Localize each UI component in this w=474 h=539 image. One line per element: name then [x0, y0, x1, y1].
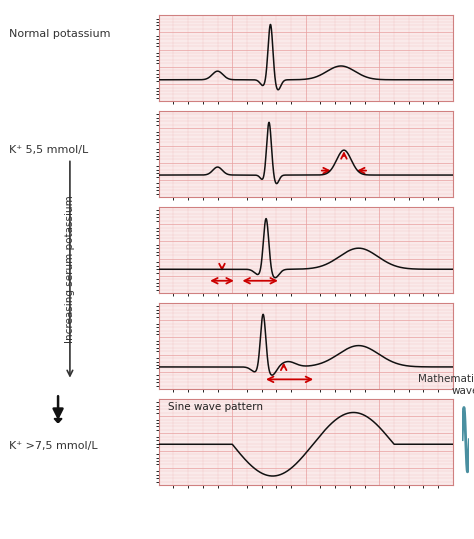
- Text: K⁺ >7,5 mmol/L: K⁺ >7,5 mmol/L: [9, 441, 98, 451]
- Text: Normal potassium: Normal potassium: [9, 29, 111, 39]
- Text: Sine wave pattern: Sine wave pattern: [168, 402, 263, 412]
- Text: K⁺ 5,5 mmol/L: K⁺ 5,5 mmol/L: [9, 145, 89, 155]
- Text: Mathematical sine
wave: Mathematical sine wave: [418, 374, 474, 396]
- Polygon shape: [54, 419, 62, 423]
- Text: Increasing serum potassium: Increasing serum potassium: [65, 196, 75, 343]
